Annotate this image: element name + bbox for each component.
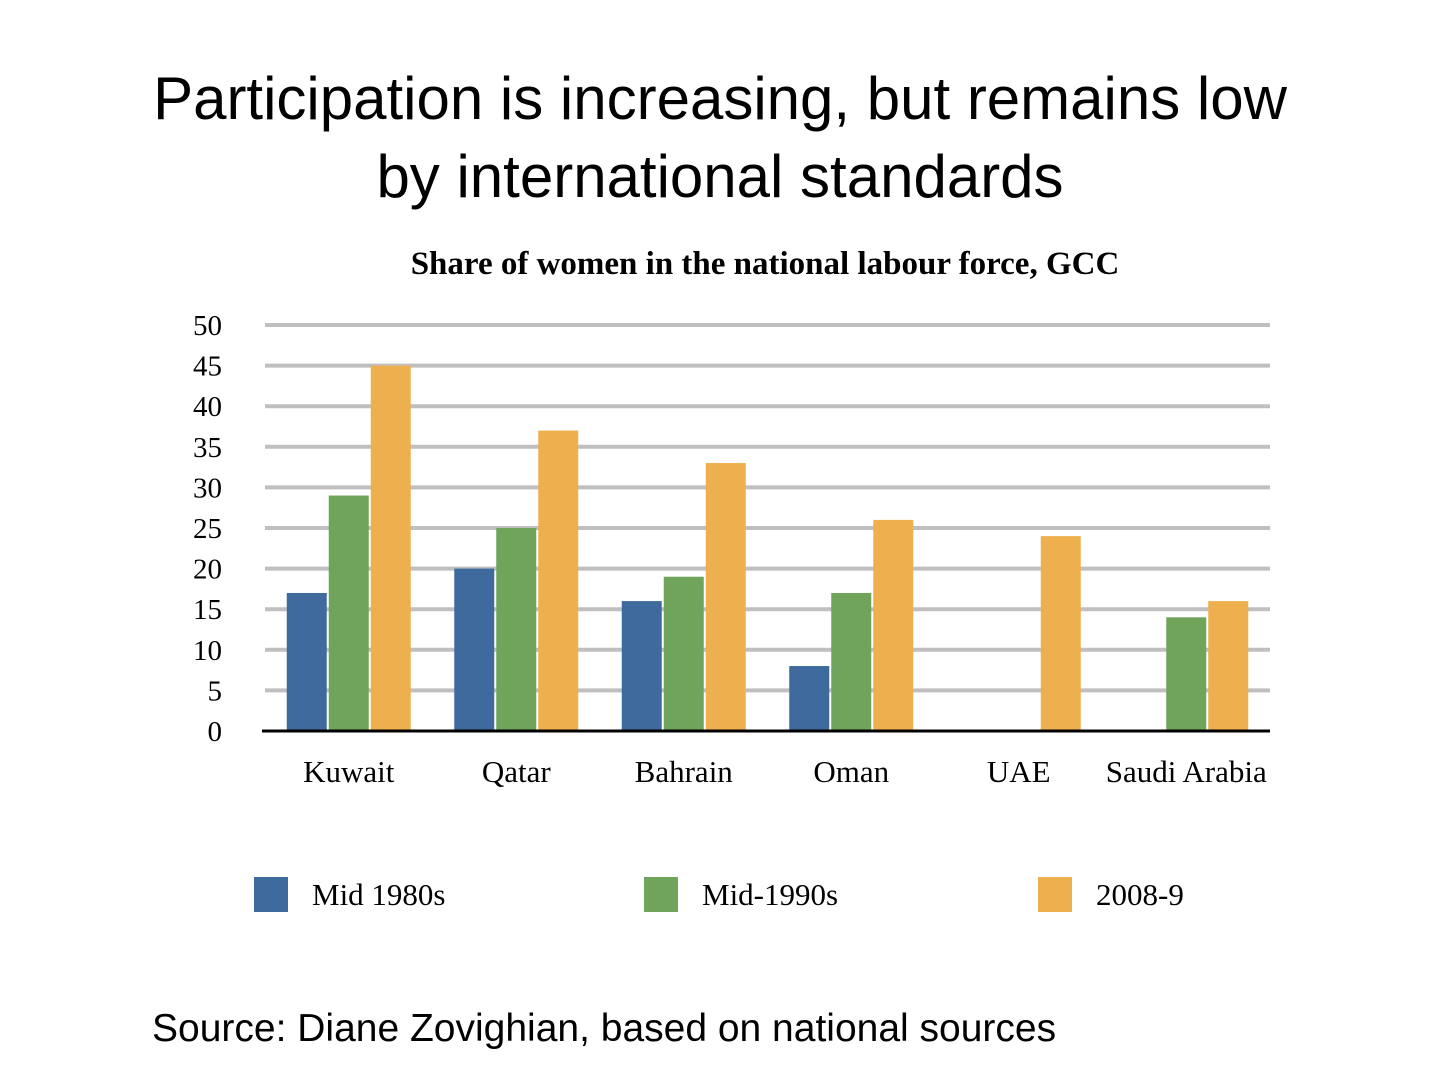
y-tick-label: 5 bbox=[208, 675, 223, 707]
legend-label: 2008-9 bbox=[1096, 877, 1184, 912]
y-tick-label: 25 bbox=[193, 513, 222, 545]
legend-swatch bbox=[1038, 877, 1072, 912]
x-category-label: Bahrain bbox=[635, 754, 734, 789]
bar-bahrain-2008-9 bbox=[705, 463, 746, 731]
x-category-label: UAE bbox=[987, 754, 1051, 789]
bar-saudi-arabia-2008-9 bbox=[1208, 601, 1249, 731]
bar-qatar-mid-1980s bbox=[454, 568, 495, 731]
y-tick-label: 50 bbox=[193, 310, 222, 342]
legend-label: Mid 1980s bbox=[312, 877, 446, 912]
slide-title-line-2: by international standards bbox=[376, 143, 1064, 210]
legend-label: Mid-1990s bbox=[702, 877, 838, 912]
bar-kuwait-2008-9 bbox=[370, 365, 411, 731]
legend-swatch bbox=[254, 877, 288, 912]
y-tick-label: 15 bbox=[193, 594, 222, 626]
bar-bahrain-mid-1990s bbox=[663, 576, 704, 731]
y-tick-label: 20 bbox=[193, 554, 222, 586]
y-tick-label: 40 bbox=[193, 391, 222, 423]
y-tick-label: 0 bbox=[208, 716, 223, 748]
gridlines bbox=[265, 323, 1270, 693]
chart-title: Share of women in the national labour fo… bbox=[411, 246, 1120, 282]
x-axis-categories: Kuwait Qatar Bahrain Oman UAE Saudi Arabia bbox=[303, 754, 1267, 789]
bar-oman-mid-1980s bbox=[789, 666, 830, 731]
bar-kuwait-mid-1990s bbox=[328, 495, 369, 731]
bar-oman-2008-9 bbox=[873, 519, 914, 731]
bar-kuwait-mid-1980s bbox=[286, 592, 327, 731]
source-note: Source: Diane Zovighian, based on nation… bbox=[152, 1007, 1057, 1050]
bar-qatar-2008-9 bbox=[538, 430, 579, 731]
bar-bahrain-mid-1980s bbox=[621, 601, 662, 731]
slide-title-line-1: Participation is increasing, but remains… bbox=[153, 65, 1287, 132]
x-category-label: Kuwait bbox=[303, 754, 395, 789]
bar-chart: Share of women in the national labour fo… bbox=[193, 246, 1270, 912]
y-axis-ticks: 0 5 10 15 20 25 30 35 40 45 50 bbox=[193, 310, 222, 748]
bar-qatar-mid-1990s bbox=[496, 528, 537, 731]
y-tick-label: 30 bbox=[193, 472, 222, 504]
x-category-label: Qatar bbox=[482, 754, 552, 789]
bar-uae-2008-9 bbox=[1040, 536, 1081, 731]
slide-title: Participation is increasing, but remains… bbox=[60, 60, 1380, 216]
legend-swatch bbox=[644, 877, 678, 912]
bars bbox=[286, 365, 1249, 731]
bar-oman-mid-1990s bbox=[831, 592, 872, 731]
y-tick-label: 35 bbox=[193, 432, 222, 464]
y-tick-label: 10 bbox=[193, 635, 222, 667]
bar-saudi-arabia-mid-1990s bbox=[1166, 617, 1207, 731]
x-category-label: Oman bbox=[813, 754, 889, 789]
y-tick-label: 45 bbox=[193, 351, 222, 383]
legend: Mid 1980s Mid-1990s 2008-9 bbox=[254, 877, 1184, 912]
x-category-label: Saudi Arabia bbox=[1106, 754, 1267, 789]
